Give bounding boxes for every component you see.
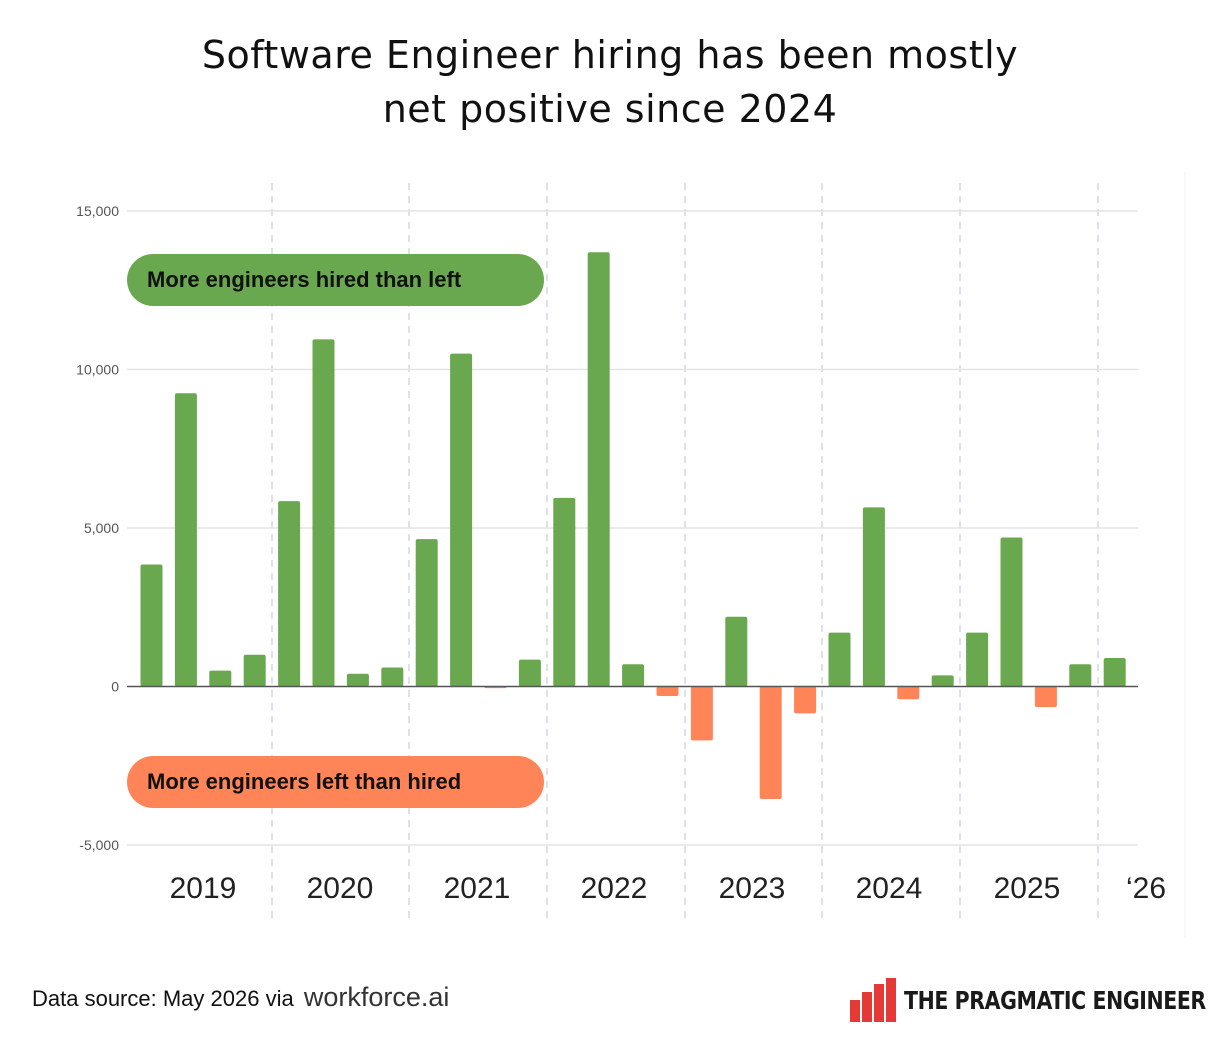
x-year-label: 2019 (170, 872, 237, 905)
y-tick-label: 10,000 (76, 362, 119, 378)
bar-chart-logo-icon (850, 978, 896, 1022)
chart-title: Software Engineer hiring has been mostly… (0, 28, 1220, 136)
bar (415, 539, 438, 687)
bar (1069, 664, 1092, 687)
bar (553, 497, 576, 687)
brand-name: THE PRAGMATIC ENGINEER (904, 985, 1206, 1015)
y-tick-label: 0 (111, 679, 119, 695)
data-source: Data source: May 2026 via workforce.ai (32, 982, 449, 1013)
bar (794, 686, 817, 714)
bars (140, 252, 1126, 799)
y-axis-tick-labels: 15,000 10,000 5,000 0 -5,000 (76, 203, 119, 853)
bar (450, 353, 473, 687)
bar (897, 686, 920, 700)
bar (209, 670, 232, 687)
bar (828, 632, 851, 687)
x-year-label: 2020 (307, 872, 374, 905)
bar (381, 667, 404, 687)
annotation-positive: More engineers hired than left (127, 254, 544, 306)
bar (1000, 537, 1023, 687)
x-year-label: 2021 (444, 872, 511, 905)
x-year-label: 2025 (994, 872, 1061, 905)
bar (518, 659, 541, 687)
bar (140, 564, 163, 687)
bar (656, 686, 679, 696)
x-year-label: ‘26 (1126, 872, 1166, 905)
bar (966, 632, 989, 687)
y-tick-label: 15,000 (76, 203, 119, 219)
x-year-label: 2024 (856, 872, 923, 905)
y-tick-label: 5,000 (84, 520, 119, 536)
hiring-bar-chart: 15,000 10,000 5,000 0 -5,000 2019 2020 2021 202… (76, 172, 1186, 938)
bar (243, 654, 266, 687)
bar (862, 507, 885, 687)
bar (690, 686, 713, 741)
bar (346, 673, 369, 687)
bar (931, 675, 954, 687)
y-tick-label: -5,000 (79, 837, 119, 853)
chart-title-line-1: Software Engineer hiring has been mostly (201, 33, 1019, 77)
year-dividers (271, 172, 1186, 938)
bar (759, 686, 782, 799)
bar (1103, 658, 1126, 687)
chart-title-line-2: net positive since 2024 (382, 87, 838, 131)
bar (174, 393, 197, 687)
bar (587, 252, 610, 687)
bar (312, 339, 335, 687)
bar (1034, 686, 1057, 708)
bar (725, 616, 748, 687)
data-source-link[interactable]: workforce.ai (303, 982, 450, 1012)
bar (278, 501, 301, 687)
data-source-label: Data source: May 2026 via (32, 986, 294, 1011)
bar (622, 664, 645, 687)
x-axis-year-labels: 2019 2020 2021 2022 2023 2024 2025 ‘26 (170, 872, 1166, 905)
x-year-label: 2023 (719, 872, 786, 905)
brand-logo: THE PRAGMATIC ENGINEER (850, 978, 1220, 1022)
x-year-label: 2022 (581, 872, 648, 905)
annotation-negative: More engineers left than hired (127, 756, 544, 808)
